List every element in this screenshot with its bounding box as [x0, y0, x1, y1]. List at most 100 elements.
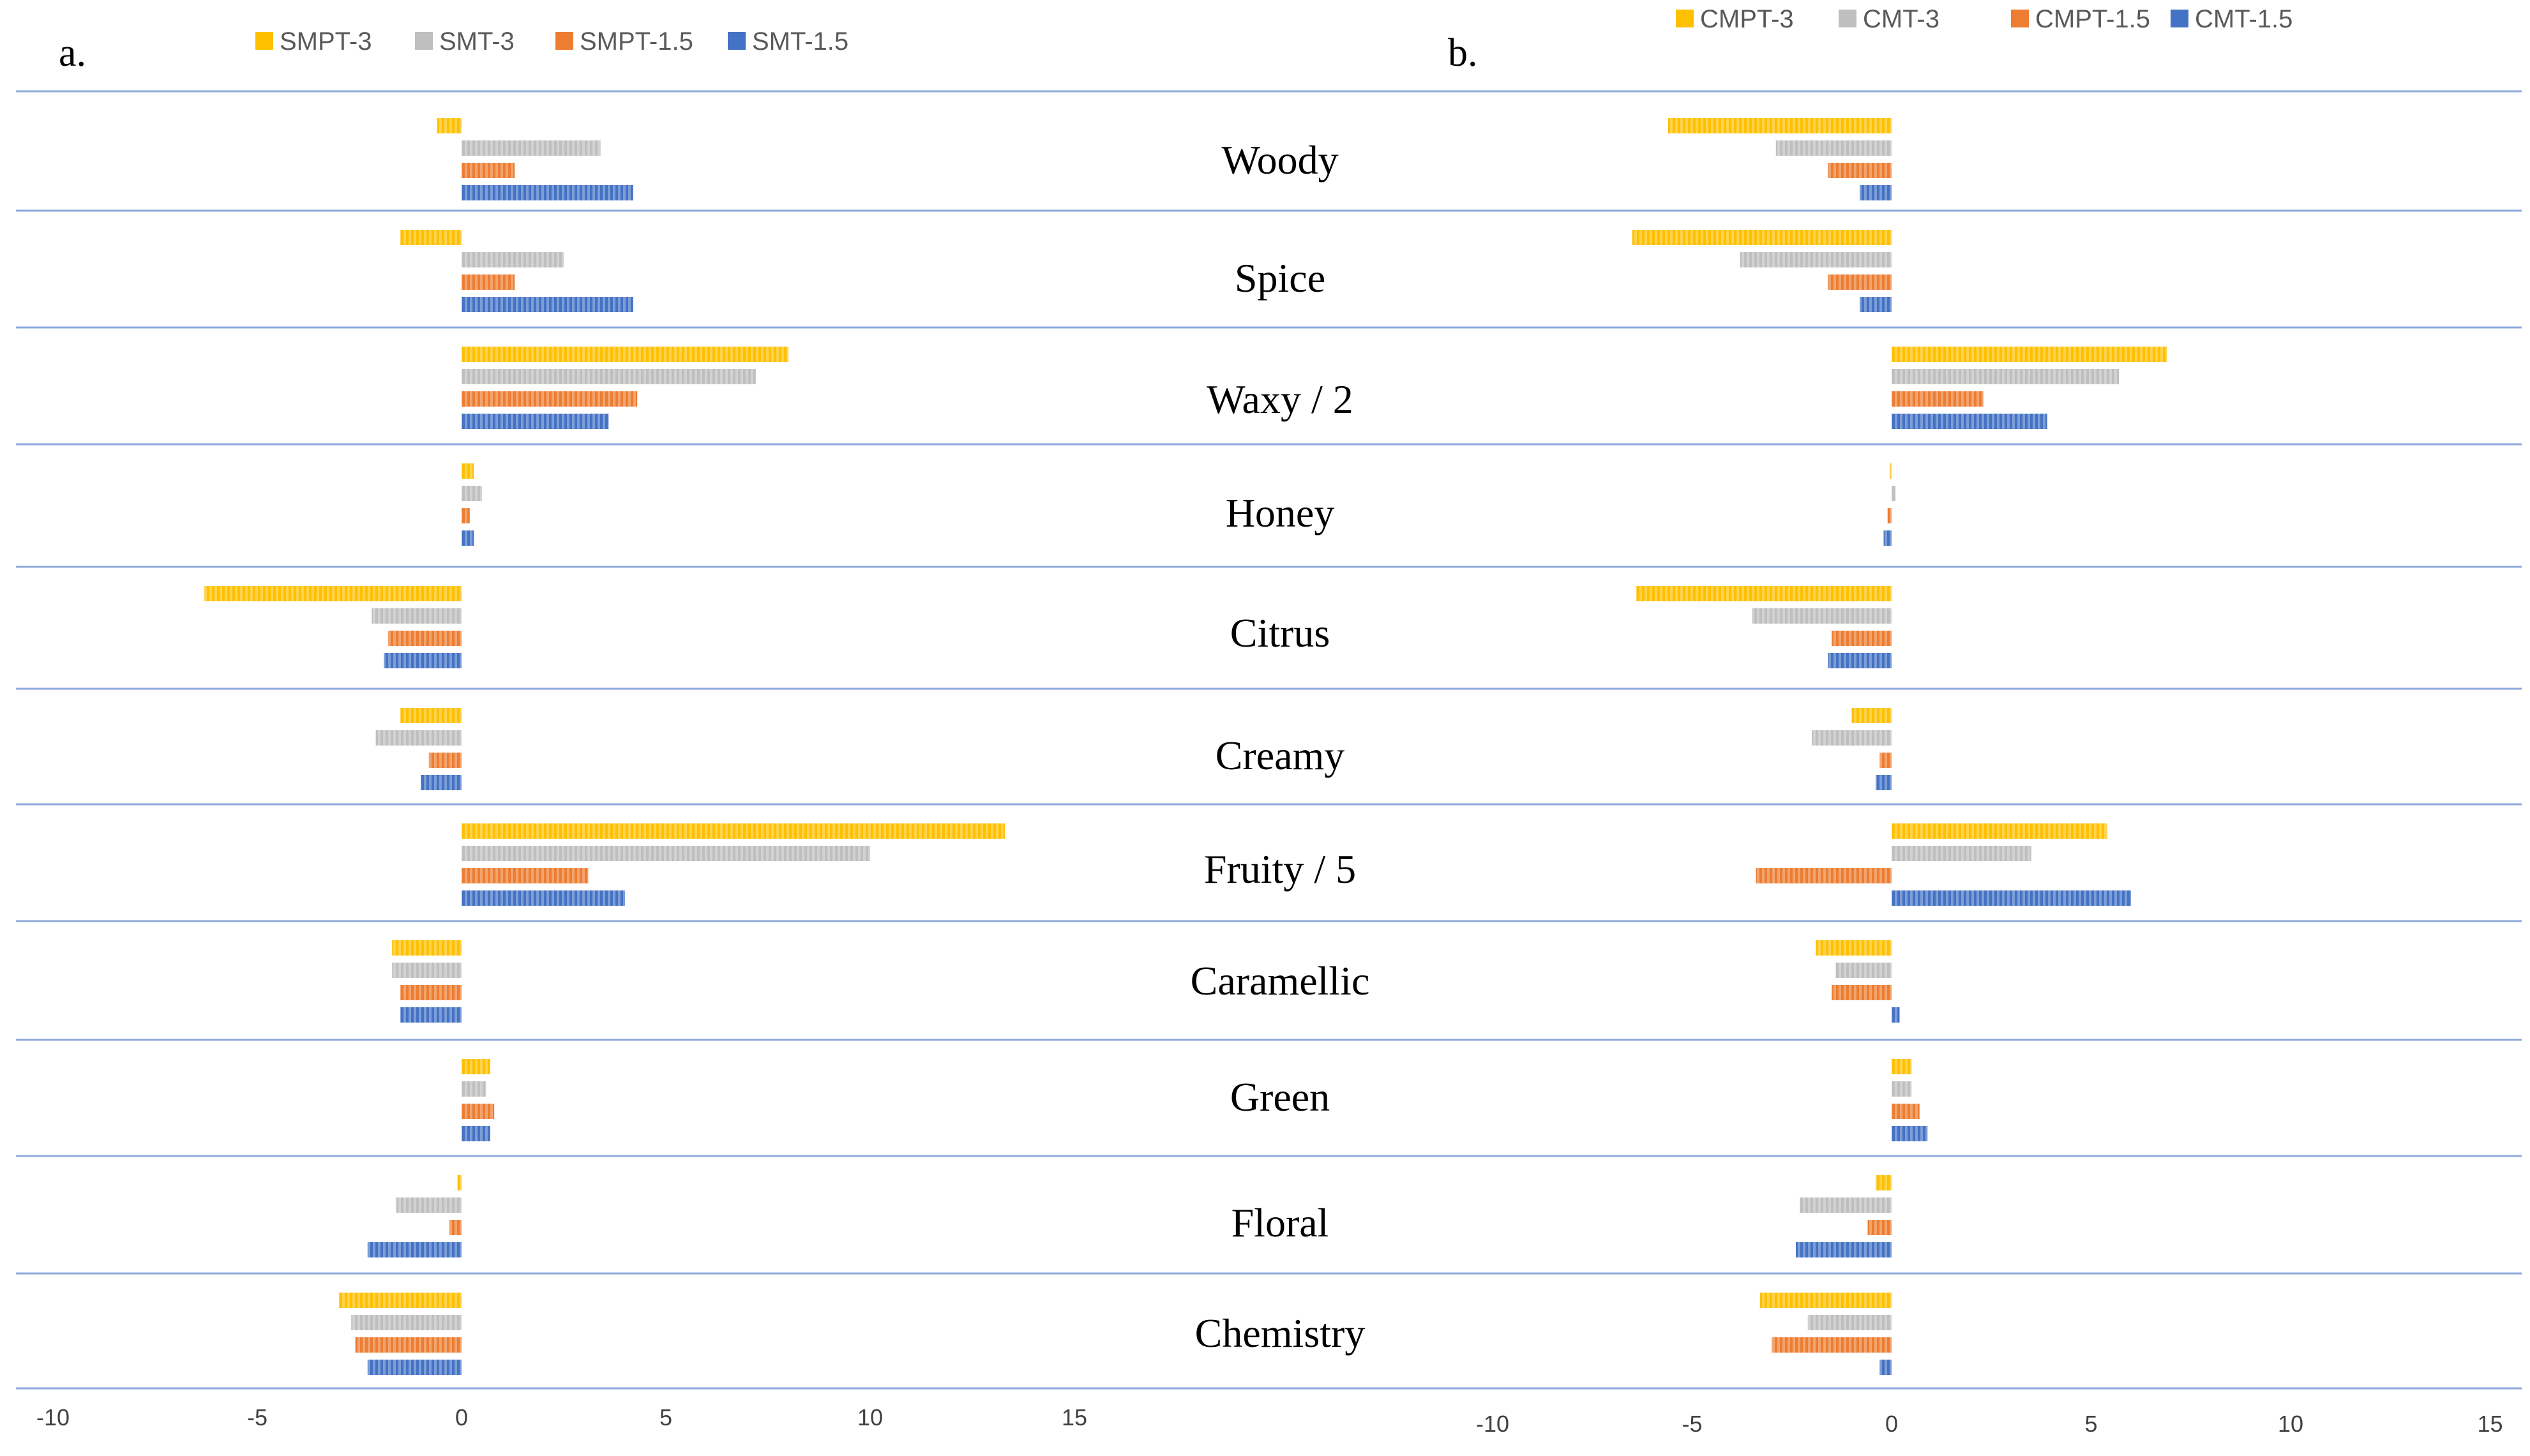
bar-hatch: [1883, 530, 1892, 546]
bar-hatch: [1756, 868, 1892, 883]
bar-hatch: [1892, 1059, 1912, 1074]
bars: [204, 118, 2167, 1375]
tick-label-b: -5: [1682, 1411, 1702, 1437]
bar-hatch: [1812, 730, 1892, 746]
bar-hatch: [462, 347, 788, 362]
bar-hatch: [1632, 230, 1892, 245]
category-label-chemistry: Chemistry: [1195, 1310, 1366, 1356]
tick-label-b: 0: [1885, 1411, 1898, 1437]
bar-hatch: [1772, 1337, 1892, 1353]
bar-hatch: [1832, 985, 1892, 1000]
bar-hatch: [1887, 508, 1892, 523]
bar-hatch: [355, 1337, 462, 1353]
bar-hatch: [1876, 775, 1892, 790]
bar-hatch: [462, 530, 474, 546]
bar-hatch: [1832, 631, 1892, 646]
legend-swatch-smt-1.5: [728, 32, 746, 50]
bar-hatch: [428, 753, 462, 768]
tick-label-a: -5: [247, 1404, 267, 1430]
tick-label-b: 5: [2084, 1411, 2097, 1437]
legend-swatch-cmt-1.5: [2171, 10, 2188, 27]
bar-hatch: [1889, 463, 1892, 479]
bar-hatch: [462, 369, 756, 384]
tick-label-b: 15: [2477, 1411, 2503, 1437]
tick-label-a: 5: [659, 1404, 672, 1430]
bar-hatch: [1796, 1242, 1892, 1257]
bar-hatch: [1807, 1315, 1892, 1330]
bar-hatch: [1828, 163, 1892, 178]
bar-hatch: [1892, 1104, 1920, 1119]
tick-label-a: -10: [36, 1404, 70, 1430]
bar-hatch: [1892, 347, 2167, 362]
category-label-waxy-2: Waxy / 2: [1207, 377, 1353, 422]
bar-hatch: [1860, 297, 1892, 312]
bar-hatch: [1867, 1220, 1892, 1235]
category-label-honey: Honey: [1226, 490, 1335, 536]
bar-hatch: [462, 252, 564, 267]
bar-hatch: [400, 1007, 462, 1023]
bar-hatch: [462, 1081, 486, 1097]
legend-swatch-cmt-3: [1839, 10, 1856, 27]
bar-hatch: [1892, 369, 2120, 384]
bar-hatch: [462, 1059, 490, 1074]
bar-hatch: [421, 775, 462, 790]
bar-hatch: [392, 963, 462, 978]
bar-hatch: [1892, 890, 2131, 906]
bar-hatch: [204, 586, 462, 601]
bar-hatch: [457, 1175, 462, 1190]
tick-label-b: 10: [2278, 1411, 2303, 1437]
bar-hatch: [1879, 753, 1892, 768]
legend-label-cmpt-1.5: CMPT-1.5: [2035, 5, 2150, 33]
bar-hatch: [396, 1197, 462, 1213]
bar-hatch: [1775, 140, 1892, 156]
bar-hatch: [462, 890, 625, 906]
bar-hatch: [1860, 185, 1892, 200]
bar-hatch: [462, 140, 601, 156]
bar-hatch: [1752, 608, 1892, 624]
bar-hatch: [1879, 1360, 1892, 1375]
bar-hatch: [462, 1126, 490, 1141]
bar-hatch: [1759, 1293, 1892, 1308]
category-label-citrus: Citrus: [1230, 610, 1330, 656]
bar-hatch: [462, 846, 870, 861]
bar-hatch: [1816, 940, 1892, 956]
legend-swatch-smpt-3: [255, 32, 273, 50]
bar-hatch: [1876, 1175, 1892, 1190]
category-label-spice: Spice: [1235, 255, 1325, 301]
panel-label-b: b.: [1448, 31, 1478, 75]
bar-hatch: [372, 608, 462, 624]
legend-swatch-cmpt-1.5: [2011, 10, 2029, 27]
tick-label-a: 10: [857, 1404, 883, 1430]
bar-hatch: [462, 185, 633, 200]
bar-hatch: [462, 1104, 495, 1119]
bar-hatch: [1835, 963, 1892, 978]
legend-label-cmpt-3: CMPT-3: [1700, 5, 1794, 33]
bar-hatch: [462, 508, 470, 523]
category-label-caramellic: Caramellic: [1191, 958, 1370, 1003]
bar-hatch: [437, 118, 462, 133]
row-separators: [16, 90, 2522, 1390]
bar-hatch: [462, 463, 474, 479]
bar-hatch: [462, 414, 609, 429]
legend-label-cmt-3: CMT-3: [1863, 5, 1939, 33]
legend-label-smt-1.5: SMT-1.5: [752, 27, 848, 56]
tick-label-b: -10: [1476, 1411, 1509, 1437]
bar-hatch: [1892, 823, 2107, 839]
bar-hatch: [400, 230, 462, 245]
bar-hatch: [1636, 586, 1892, 601]
legend-swatch-smpt-1.5: [555, 32, 573, 50]
bar-hatch: [384, 653, 462, 668]
category-label-woody: Woody: [1221, 137, 1338, 183]
bar-hatch: [1851, 708, 1892, 723]
bar-hatch: [1892, 391, 1984, 407]
bar-hatch: [400, 708, 462, 723]
category-label-creamy: Creamy: [1216, 733, 1345, 778]
bar-hatch: [1892, 414, 2047, 429]
tick-label-a: 15: [1062, 1404, 1087, 1430]
legend-label-smpt-3: SMPT-3: [280, 27, 372, 56]
legend-label-smt-3: SMT-3: [439, 27, 515, 56]
bar-hatch: [462, 391, 638, 407]
bar-hatch: [449, 1220, 462, 1235]
category-label-floral: Floral: [1231, 1200, 1329, 1245]
labels: a. -10 -5 0 5 10 15 b. -10 -5 0 5 10 15 Woody Spice Waxy…: [36, 31, 2503, 1437]
